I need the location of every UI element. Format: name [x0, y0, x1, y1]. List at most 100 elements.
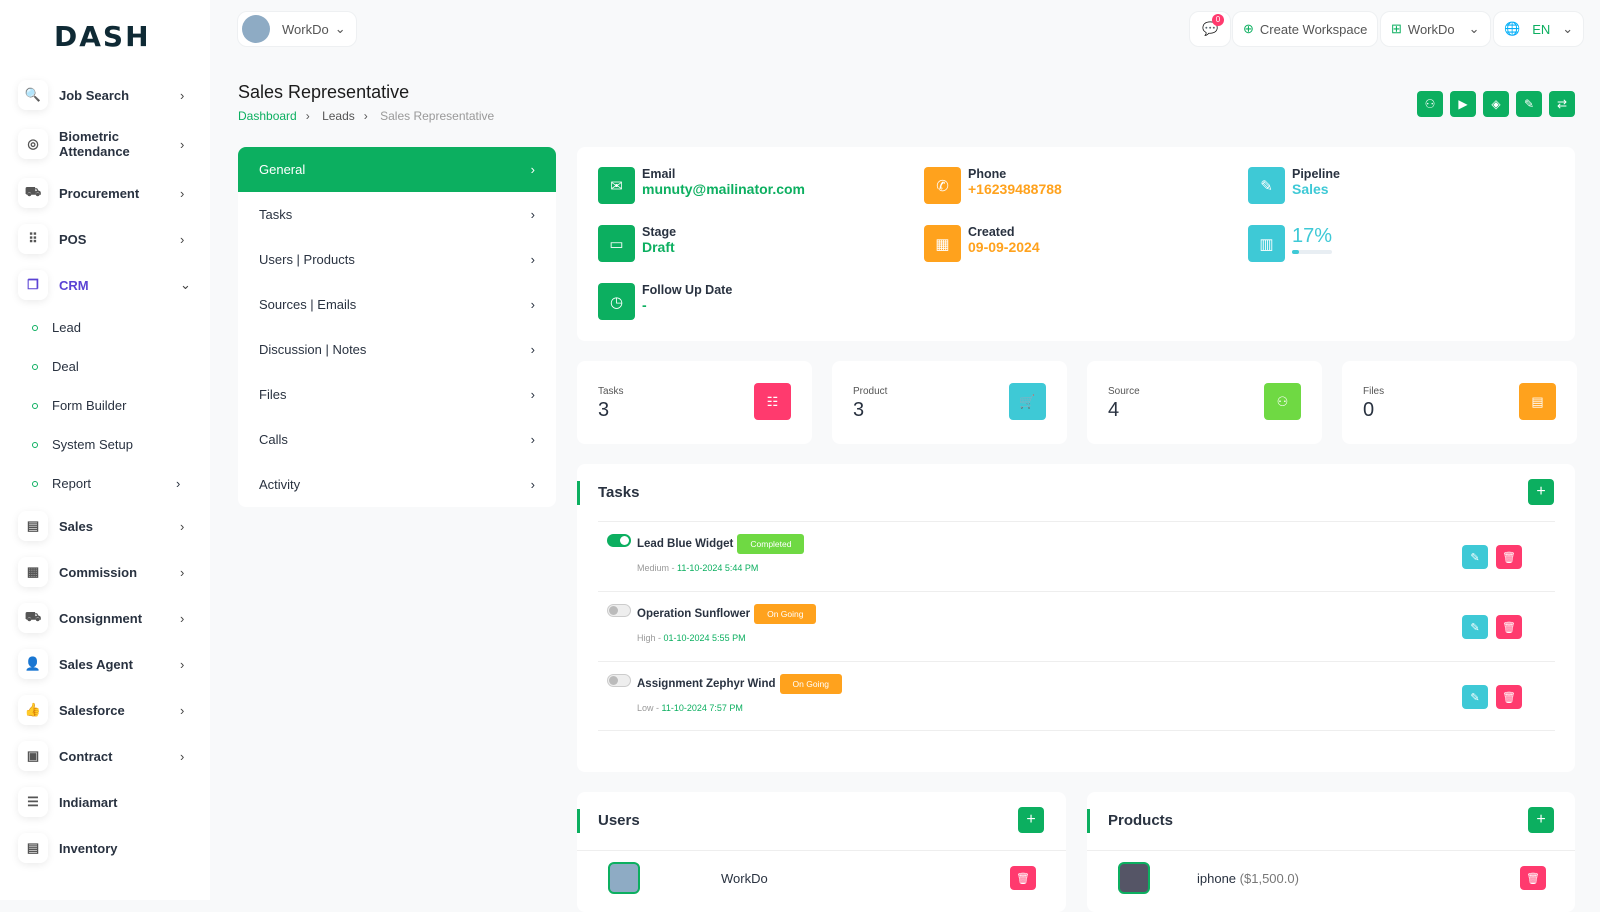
- grid-icon: ⠿: [18, 224, 48, 254]
- menu-files[interactable]: Files ›: [259, 387, 535, 402]
- bullet-icon: [32, 480, 38, 487]
- add-user-button[interactable]: +: [1018, 807, 1044, 833]
- sidebar-item-job-search[interactable]: 🔍 Job Search ›: [0, 72, 210, 118]
- menu-general[interactable]: General ›: [238, 147, 556, 192]
- stat-product: Product 3 🛒: [832, 361, 1067, 444]
- delete-user-button[interactable]: 🗑: [1010, 866, 1036, 890]
- layers-icon: ❐: [18, 270, 48, 300]
- bullet-icon: [32, 363, 38, 370]
- add-task-button[interactable]: +: [1528, 479, 1554, 505]
- edit-button[interactable]: ✎: [1516, 91, 1542, 117]
- sidebar-subitem-lead[interactable]: Lead: [0, 308, 210, 347]
- apps-icon: ⊞: [1391, 21, 1402, 36]
- progress-bar: [1292, 250, 1332, 254]
- edit-task-button[interactable]: ✎: [1462, 685, 1488, 709]
- edit-task-button[interactable]: ✎: [1462, 545, 1488, 569]
- task-row: Operation Sunflower On Going High - 01-10-…: [598, 591, 1555, 661]
- page-title: Sales Representative: [238, 82, 410, 102]
- sidebar-subitem-report[interactable]: Report ›: [0, 464, 210, 503]
- workspace-selector[interactable]: WorkDo ⌄: [237, 11, 357, 47]
- convert-button[interactable]: ⇄: [1549, 91, 1575, 117]
- sidebar-item-inventory[interactable]: ▤ Inventory: [0, 825, 210, 871]
- chevron-right-icon: ›: [530, 387, 535, 402]
- chevron-right-icon: ›: [180, 564, 185, 580]
- sidebar-item-procurement[interactable]: ⛟ Procurement ›: [0, 170, 210, 216]
- sidebar-item-sales-agent[interactable]: 👤 Sales Agent ›: [0, 641, 210, 687]
- email-field: ✉ Email munuty@mailinator.com: [598, 167, 805, 204]
- chevron-right-icon: ›: [180, 518, 185, 534]
- sidebar-item-indiamart[interactable]: ☰ Indiamart: [0, 779, 210, 825]
- tag-icon: ◈: [1491, 97, 1501, 111]
- delete-task-button[interactable]: 🗑: [1496, 545, 1522, 569]
- task-toggle[interactable]: [607, 604, 631, 617]
- chevron-right-icon: ›: [180, 185, 185, 201]
- chevron-down-icon: ⌄: [180, 277, 191, 292]
- products-card: Products + iphone ($1,500.0) 🗑: [1087, 792, 1575, 912]
- sidebar-item-sales[interactable]: ▤ Sales ›: [0, 503, 210, 549]
- status-badge: Completed: [737, 534, 805, 554]
- task-toggle[interactable]: [607, 674, 631, 687]
- chevron-right-icon: ›: [180, 656, 185, 672]
- notifications-button[interactable]: 💬 0: [1189, 11, 1232, 47]
- chevron-right-icon: ›: [180, 610, 185, 626]
- add-product-button[interactable]: +: [1528, 807, 1554, 833]
- file-icon: ▤: [18, 511, 48, 541]
- breadcrumb-leads[interactable]: Leads: [322, 109, 355, 123]
- sidebar-item-pos[interactable]: ⠿ POS ›: [0, 216, 210, 262]
- bullet-icon: [32, 402, 38, 409]
- sidebar-item-salesforce[interactable]: 👍 Salesforce ›: [0, 687, 210, 733]
- chevron-right-icon: ›: [180, 702, 185, 718]
- sitemap-button[interactable]: ⚇: [1417, 91, 1443, 117]
- chevron-right-icon: ›: [180, 748, 185, 764]
- workspace-dropdown[interactable]: ⊞ WorkDo ⌄: [1380, 11, 1491, 47]
- edit-task-button[interactable]: ✎: [1462, 615, 1488, 639]
- video-button[interactable]: ▶: [1450, 91, 1476, 117]
- sidebar-subitem-system-setup[interactable]: System Setup: [0, 425, 210, 464]
- chevron-right-icon: ›: [180, 231, 185, 247]
- sidebar-item-commission[interactable]: ▦ Commission ›: [0, 549, 210, 595]
- chevron-right-icon: ›: [530, 342, 535, 357]
- sidebar-subitem-form-builder[interactable]: Form Builder: [0, 386, 210, 425]
- contract-icon: ▣: [18, 741, 48, 771]
- sidebar-item-biometric[interactable]: ◎ Biometric Attendance ›: [0, 118, 210, 170]
- users-card: Users + WorkDo 🗑: [577, 792, 1066, 912]
- stat-tasks: Tasks 3 ☷: [577, 361, 812, 444]
- pen-icon: ✎: [1248, 167, 1285, 204]
- create-workspace-button[interactable]: ⊕ Create Workspace: [1232, 11, 1379, 47]
- menu-calls[interactable]: Calls ›: [259, 432, 535, 447]
- calendar-icon: ▦: [924, 225, 961, 262]
- stage-field: ▭ Stage Draft: [598, 225, 676, 262]
- file-search-icon: 🔍: [18, 80, 48, 110]
- menu-activity[interactable]: Activity ›: [259, 477, 535, 492]
- menu-users-products[interactable]: Users | Products ›: [259, 252, 535, 267]
- task-row: Lead Blue Widget Completed Medium - 11-10-…: [598, 521, 1555, 591]
- sidebar-item-contract[interactable]: ▣ Contract ›: [0, 733, 210, 779]
- menu-sources-emails[interactable]: Sources | Emails ›: [259, 297, 535, 312]
- stat-files: Files 0 ▤: [1342, 361, 1577, 444]
- delete-task-button[interactable]: 🗑: [1496, 615, 1522, 639]
- chevron-right-icon: ›: [180, 87, 185, 103]
- menu-tasks[interactable]: Tasks ›: [259, 207, 535, 222]
- breadcrumb-current: Sales Representative: [380, 109, 495, 123]
- breadcrumb-dashboard[interactable]: Dashboard: [238, 109, 297, 123]
- delete-product-button[interactable]: 🗑: [1520, 866, 1546, 890]
- sidebar-nav: 🔍 Job Search › ◎ Biometric Attendance › ⛟ Pro…: [0, 72, 210, 871]
- sidebar-subitem-deal[interactable]: Deal: [0, 347, 210, 386]
- lead-section-menu: General › Tasks › Users | Products › Source…: [238, 147, 556, 507]
- cart-icon: 🛒: [1009, 383, 1046, 420]
- subtask-icon: ☷: [754, 383, 791, 420]
- user-check-icon: 👤: [18, 649, 48, 679]
- task-toggle[interactable]: [607, 534, 631, 547]
- brand-logo[interactable]: DASH: [54, 20, 158, 53]
- server-icon: ▭: [598, 225, 635, 262]
- chevron-right-icon: ›: [530, 162, 535, 177]
- bullet-icon: [32, 324, 38, 331]
- delete-task-button[interactable]: 🗑: [1496, 685, 1522, 709]
- list-icon: ☰: [18, 787, 48, 817]
- sidebar-item-consignment[interactable]: ⛟ Consignment ›: [0, 595, 210, 641]
- label-button[interactable]: ◈: [1483, 91, 1509, 117]
- menu-discussion-notes[interactable]: Discussion | Notes ›: [259, 342, 535, 357]
- globe-icon: 🌐: [1504, 21, 1521, 36]
- sidebar-item-crm[interactable]: ❐ CRM ⌄: [0, 262, 210, 308]
- language-dropdown[interactable]: 🌐 EN ⌄: [1493, 11, 1585, 47]
